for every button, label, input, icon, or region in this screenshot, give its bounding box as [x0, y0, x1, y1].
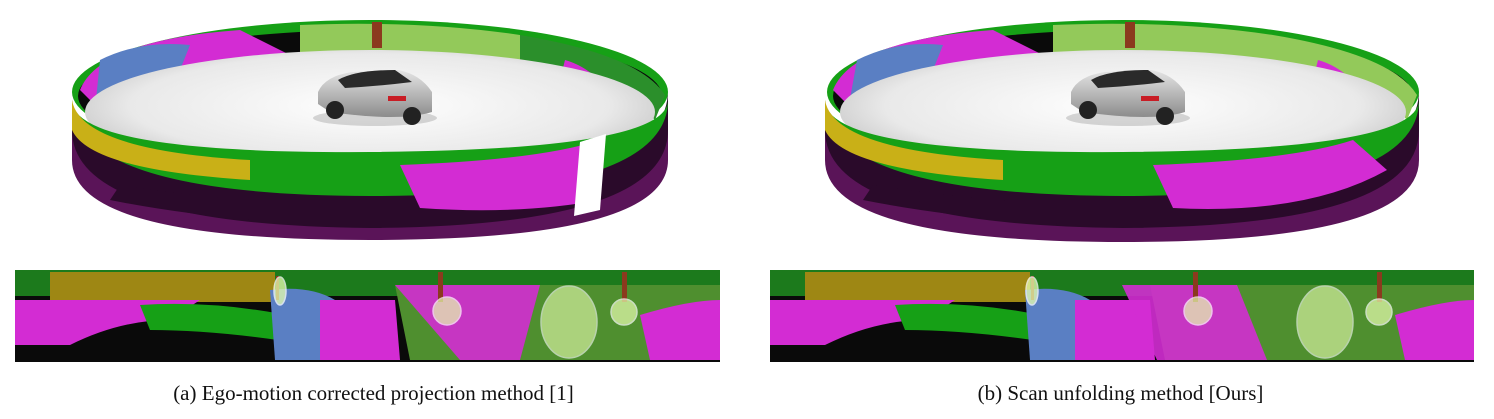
panel-a-graphic	[15, 20, 720, 362]
highlight-marker	[610, 298, 638, 326]
highlight-marker	[1025, 276, 1039, 306]
panel-b-graphic	[770, 20, 1474, 362]
caption-a: (a) Ego-motion corrected projection meth…	[173, 381, 574, 405]
cylinder-ring-a	[71, 20, 668, 240]
ego-vehicle-icon	[1066, 70, 1190, 126]
highlight-marker	[1365, 298, 1393, 326]
unfolded-strip-a	[15, 270, 720, 362]
unfolded-strip-b	[770, 270, 1474, 362]
panel-b: (b) Scan unfolding method [Ours]	[747, 0, 1494, 419]
highlight-marker	[540, 285, 598, 359]
cylinder-ring-b	[824, 20, 1419, 242]
highlight-marker	[273, 276, 287, 306]
highlight-marker	[1183, 296, 1213, 326]
highlight-marker	[1296, 285, 1354, 359]
ego-vehicle-icon	[313, 70, 437, 126]
highlight-marker	[432, 296, 462, 326]
panel-a: (a) Ego-motion corrected projection meth…	[15, 20, 720, 405]
caption-b: (b) Scan unfolding method [Ours]	[977, 381, 1264, 405]
